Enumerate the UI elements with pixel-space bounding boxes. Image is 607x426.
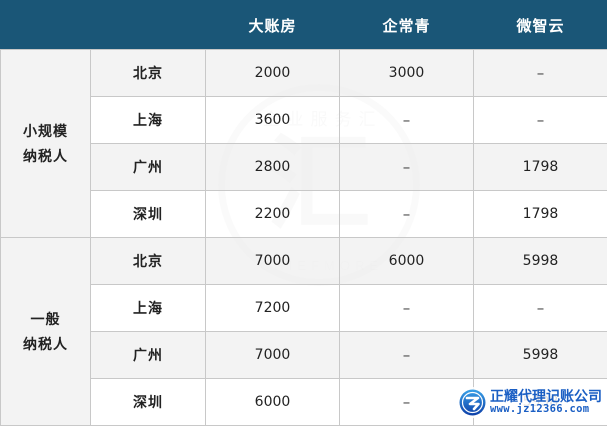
price-cell: 1798 <box>474 191 607 238</box>
logo-text-block: 正耀代理记账公司 www.jz12366.com <box>490 390 602 416</box>
table-row: 广州 2800 – 1798 <box>1 144 607 191</box>
city-cell: 上海 <box>91 97 206 144</box>
table-row: 深圳 2200 – 1798 <box>1 191 607 238</box>
price-cell: 3600 <box>206 97 340 144</box>
price-cell: 7000 <box>206 332 340 379</box>
city-cell: 深圳 <box>91 379 206 426</box>
price-cell: 5998 <box>474 332 607 379</box>
price-cell: – <box>474 285 607 332</box>
city-cell: 北京 <box>91 238 206 285</box>
table-row: 广州 7000 – 5998 <box>1 332 607 379</box>
price-cell: 6000 <box>340 238 474 285</box>
price-cell: 3000 <box>340 50 474 97</box>
price-cell: 7000 <box>206 238 340 285</box>
price-cell: – <box>474 97 607 144</box>
city-cell: 广州 <box>91 332 206 379</box>
price-cell: – <box>340 332 474 379</box>
price-cell: 2200 <box>206 191 340 238</box>
table-header: 大账房 企常青 微智云 <box>1 1 607 50</box>
table-row: 上海 3600 – – <box>1 97 607 144</box>
group-label-line-2: 纳税人 <box>23 336 68 352</box>
group-label-line-1: 小规模 <box>23 123 68 139</box>
group-label-line-2: 纳税人 <box>23 148 68 164</box>
table-row: 上海 7200 – – <box>1 285 607 332</box>
price-cell: 7200 <box>206 285 340 332</box>
column-header-vendor-1: 大账房 <box>206 1 340 50</box>
table-row: 小规模 纳税人 北京 2000 3000 – <box>1 50 607 97</box>
price-cell: 5998 <box>474 238 607 285</box>
price-cell: – <box>340 285 474 332</box>
price-cell: – <box>340 191 474 238</box>
city-cell: 上海 <box>91 285 206 332</box>
price-cell: – <box>340 144 474 191</box>
price-cell: 2800 <box>206 144 340 191</box>
table-header-row: 大账房 企常青 微智云 <box>1 1 607 50</box>
column-header-vendor-3: 微智云 <box>474 1 607 50</box>
city-cell: 深圳 <box>91 191 206 238</box>
header-corner-cell <box>1 1 206 50</box>
group-label-small-scale-taxpayer: 小规模 纳税人 <box>1 50 91 238</box>
z-circle-logo-icon <box>459 389 486 416</box>
company-logo-overlay: 正耀代理记账公司 www.jz12366.com <box>457 387 605 418</box>
price-cell: 6000 <box>206 379 340 426</box>
price-cell: – <box>340 379 474 426</box>
city-cell: 广州 <box>91 144 206 191</box>
table-body: 小规模 纳税人 北京 2000 3000 – 上海 3600 – – 广州 28… <box>1 50 607 426</box>
logo-company-name: 正耀代理记账公司 <box>490 390 602 405</box>
column-header-vendor-2: 企常青 <box>340 1 474 50</box>
city-cell: 北京 <box>91 50 206 97</box>
price-cell: 1798 <box>474 144 607 191</box>
logo-website-url: www.jz12366.com <box>490 404 602 415</box>
price-cell: – <box>340 97 474 144</box>
group-label-line-1: 一般 <box>31 311 61 327</box>
price-cell: 2000 <box>206 50 340 97</box>
table-row: 一般 纳税人 北京 7000 6000 5998 <box>1 238 607 285</box>
price-cell: – <box>474 50 607 97</box>
group-label-general-taxpayer: 一般 纳税人 <box>1 238 91 426</box>
